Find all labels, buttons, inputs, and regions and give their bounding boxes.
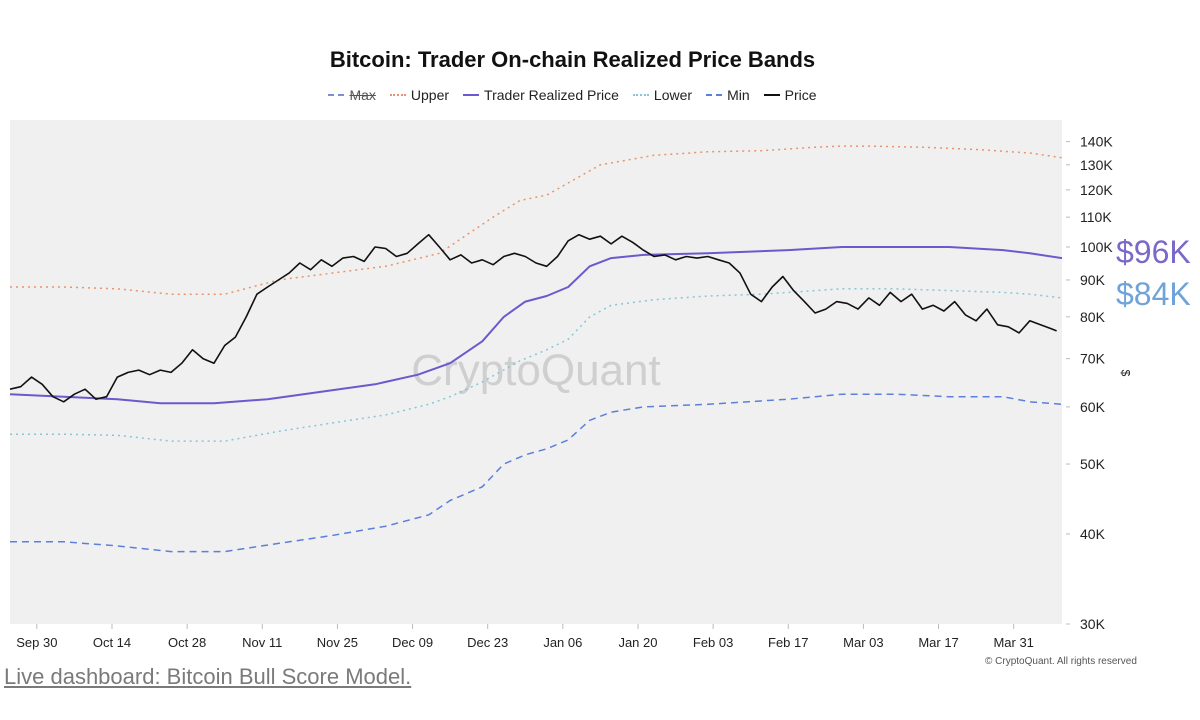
y-tick-label: 110K bbox=[1080, 209, 1112, 225]
x-tick-label: Jan 20 bbox=[618, 635, 657, 650]
x-tick-label: Jan 06 bbox=[543, 635, 582, 650]
legend-item[interactable]: Max bbox=[328, 87, 376, 103]
y-axis-unit: $ bbox=[1118, 369, 1133, 377]
y-tick-label: 70K bbox=[1080, 351, 1106, 367]
legend-label: Trader Realized Price bbox=[484, 87, 619, 103]
legend-label: Min bbox=[727, 87, 750, 103]
legend-label: Lower bbox=[653, 87, 693, 103]
legend-label: Price bbox=[784, 87, 817, 103]
plot-area bbox=[10, 120, 1062, 624]
legend-label: Upper bbox=[410, 87, 450, 103]
y-tick-label: 100K bbox=[1080, 239, 1113, 255]
y-tick-label: 60K bbox=[1080, 399, 1106, 415]
x-tick-label: Nov 11 bbox=[242, 635, 282, 650]
series-line-min bbox=[10, 393, 1063, 553]
x-tick-label: Mar 31 bbox=[993, 635, 1033, 650]
x-axis: Sep 30 Oct 14 Oct 28 Nov 11 Nov 25 Dec 09 Dec … bbox=[16, 624, 1034, 650]
y-tick-label: 30K bbox=[1080, 616, 1106, 632]
copyright-footer: © CryptoQuant. All rights reserved bbox=[985, 656, 1137, 667]
legend-swatch bbox=[389, 94, 406, 96]
x-tick-label: Mar 17 bbox=[918, 635, 958, 650]
series-line-price bbox=[9, 233, 1057, 403]
legend-item[interactable]: Lower bbox=[632, 87, 693, 103]
y-tick-label: 40K bbox=[1080, 526, 1106, 542]
chart-legend: Max Upper Trader Realized Price Lower Min Pri… bbox=[0, 87, 1145, 103]
legend-item[interactable]: Min bbox=[706, 87, 750, 103]
y-axis: 30K 40K 50K 60K 70K 80K 90K 100K 110K 120K 130K 140… bbox=[1066, 134, 1113, 632]
series-line-trader-realized-price bbox=[9, 246, 1063, 405]
x-tick-label: Oct 28 bbox=[168, 635, 206, 650]
legend-swatch bbox=[763, 94, 780, 96]
chart-title: Bitcoin: Trader On-chain Realized Price … bbox=[329, 47, 816, 72]
legend-swatch bbox=[706, 94, 723, 96]
x-tick-label: Dec 23 bbox=[467, 635, 508, 650]
series-line-upper bbox=[10, 145, 1063, 295]
x-tick-label: Feb 03 bbox=[693, 635, 733, 650]
y-tick-label: 50K bbox=[1080, 456, 1106, 472]
legend-swatch bbox=[328, 94, 345, 96]
x-tick-label: Nov 25 bbox=[317, 635, 358, 650]
legend-item[interactable]: Upper bbox=[389, 87, 450, 103]
legend-item[interactable]: Trader Realized Price bbox=[463, 87, 619, 103]
x-tick-label: Mar 03 bbox=[843, 635, 883, 650]
y-tick-label: 130K bbox=[1080, 157, 1113, 173]
x-tick-label: Oct 14 bbox=[93, 635, 131, 650]
dashboard-link[interactable]: Live dashboard: Bitcoin Bull Score Model… bbox=[4, 664, 412, 689]
series-line-lower bbox=[10, 288, 1063, 442]
y-tick-label: 140K bbox=[1080, 134, 1113, 150]
x-tick-label: Feb 17 bbox=[768, 635, 808, 650]
current-lower-band-label: $84K bbox=[1116, 276, 1191, 312]
legend-swatch bbox=[463, 94, 480, 96]
y-tick-label: 120K bbox=[1080, 182, 1113, 198]
watermark: CryptoQuant bbox=[411, 346, 660, 395]
legend-label: Max bbox=[349, 87, 376, 103]
legend-swatch bbox=[632, 94, 649, 96]
series-layer bbox=[9, 145, 1063, 553]
current-trader-realized-price-label: $96K bbox=[1116, 234, 1191, 270]
x-tick-label: Sep 30 bbox=[16, 635, 57, 650]
x-tick-label: Dec 09 bbox=[392, 635, 433, 650]
y-tick-label: 90K bbox=[1080, 272, 1106, 288]
legend-item[interactable]: Price bbox=[763, 87, 817, 103]
y-tick-label: 80K bbox=[1080, 309, 1106, 325]
